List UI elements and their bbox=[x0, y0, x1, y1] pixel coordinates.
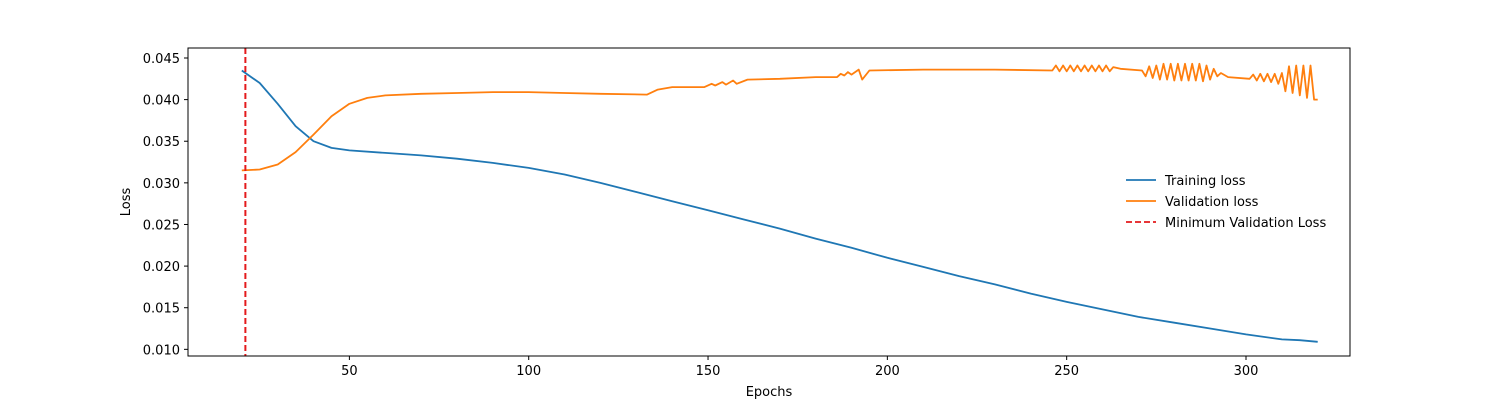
legend-label-training-loss: Training loss bbox=[1164, 174, 1246, 189]
series-training-loss bbox=[241, 69, 1318, 343]
x-tick-label: 100 bbox=[516, 364, 541, 379]
y-tick-label: 0.045 bbox=[143, 52, 180, 67]
x-tick-label: 200 bbox=[875, 364, 900, 379]
x-axis-ticks: 50 100 150 200 250 300 bbox=[341, 356, 1258, 379]
plot-frame bbox=[187, 47, 1351, 357]
legend-label-minimum-validation-loss: Minimum Validation Loss bbox=[1165, 216, 1326, 231]
y-tick-label: 0.010 bbox=[143, 343, 180, 358]
x-tick-label: 300 bbox=[1234, 364, 1259, 379]
series-layer bbox=[241, 48, 1318, 356]
y-tick-label: 0.025 bbox=[143, 218, 180, 233]
plot-area bbox=[188, 48, 1350, 356]
y-tick-label: 0.040 bbox=[143, 94, 180, 109]
series-validation-loss bbox=[241, 62, 1318, 172]
x-axis-label: Epochs bbox=[746, 385, 793, 400]
y-tick-label: 0.020 bbox=[143, 260, 180, 275]
x-tick-label: 250 bbox=[1054, 364, 1079, 379]
legend: Training loss Validation loss Minimum Va… bbox=[1126, 174, 1326, 231]
y-axis-ticks: 0.010 0.015 0.020 0.025 0.030 0.035 0.040 0.045 bbox=[143, 52, 188, 358]
y-tick-label: 0.030 bbox=[143, 177, 180, 192]
x-tick-label: 50 bbox=[341, 364, 358, 379]
y-tick-label: 0.015 bbox=[143, 302, 180, 317]
legend-label-validation-loss: Validation loss bbox=[1165, 195, 1259, 210]
y-axis-label: Loss bbox=[119, 188, 134, 217]
y-tick-label: 0.035 bbox=[143, 135, 180, 150]
x-tick-label: 150 bbox=[696, 364, 721, 379]
